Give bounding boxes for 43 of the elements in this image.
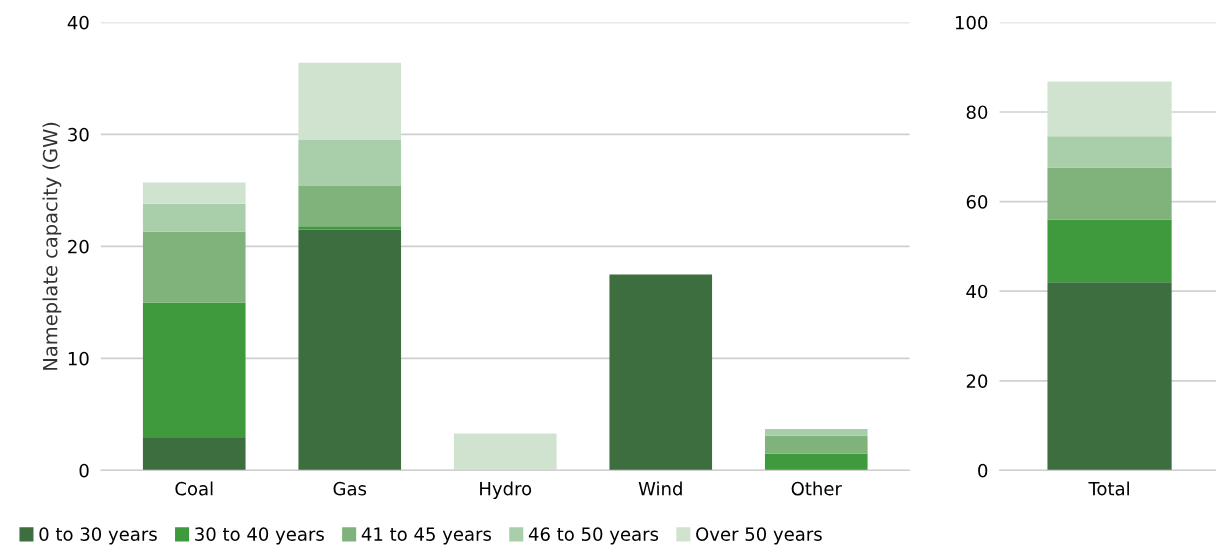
y-tick-label: 100 [955, 15, 988, 30]
legend-label: Over 50 years [696, 527, 822, 545]
y-tick-label: 40 [966, 284, 988, 299]
legend-label: 30 to 40 years [195, 527, 324, 545]
y-tick-label: 0 [79, 463, 89, 478]
x-tick-label: Total [1088, 481, 1129, 496]
y-tick-label: 20 [966, 374, 988, 388]
bar [764, 453, 868, 471]
bar [298, 140, 402, 186]
x-tick-label: Coal [175, 481, 213, 496]
bar [142, 182, 246, 204]
bar [1047, 167, 1172, 220]
bar [764, 428, 868, 436]
x-tick-label: Wind [638, 481, 682, 496]
bar [764, 435, 868, 454]
legend-label: 46 to 50 years [528, 527, 659, 545]
bar [453, 433, 557, 471]
bar [142, 203, 246, 232]
bar [298, 226, 402, 230]
bar [142, 437, 246, 471]
y-tick-label: 0 [978, 463, 988, 478]
bar [298, 185, 402, 227]
y-axis-title: Nameplate capacity (GW) [42, 122, 62, 370]
y-tick-label: 10 [68, 351, 89, 366]
bar [1047, 81, 1172, 137]
y-tick-label: 20 [68, 239, 89, 254]
bar [1047, 282, 1172, 471]
bar [609, 274, 713, 471]
y-tick-label: 80 [966, 105, 988, 120]
bar [298, 229, 402, 471]
y-tick-label: 60 [966, 195, 988, 209]
bar [142, 302, 246, 438]
x-tick-label: Other [791, 481, 842, 496]
bar [142, 231, 246, 303]
y-tick-label: 30 [68, 127, 89, 142]
legend-label: 41 to 45 years [361, 527, 491, 545]
bar [298, 62, 402, 140]
x-tick-label: Gas [333, 481, 367, 496]
x-tick-label: Hydro [480, 481, 532, 499]
bar [1047, 136, 1172, 168]
legend-label: 0 to 30 years [39, 527, 157, 545]
bar [1047, 219, 1172, 283]
y-tick-label: 40 [67, 15, 89, 30]
